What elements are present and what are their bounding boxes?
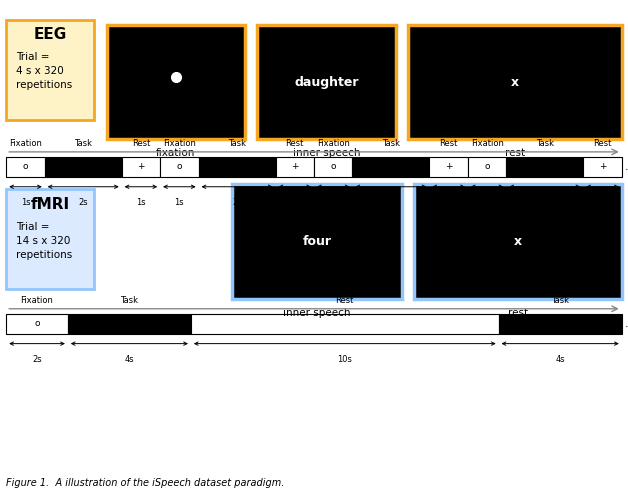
- Text: 1s: 1s: [290, 198, 300, 207]
- Bar: [6, 20, 94, 120]
- Bar: [6, 314, 68, 334]
- Bar: [232, 184, 402, 299]
- Text: Task: Task: [551, 296, 569, 305]
- Text: Task: Task: [536, 139, 554, 148]
- Text: Fixation: Fixation: [21, 296, 53, 305]
- Text: Rest: Rest: [335, 296, 354, 305]
- Bar: [191, 314, 499, 334]
- Text: Fixation: Fixation: [470, 139, 504, 148]
- Text: four: four: [303, 235, 332, 248]
- Text: rest: rest: [505, 148, 525, 158]
- Bar: [257, 25, 396, 139]
- Text: rest: rest: [508, 308, 528, 318]
- Text: fixation: fixation: [156, 148, 195, 158]
- Bar: [314, 157, 352, 177]
- Text: Task: Task: [74, 139, 92, 148]
- Text: o: o: [330, 162, 336, 171]
- Text: ...: ...: [625, 162, 628, 172]
- Bar: [408, 25, 622, 139]
- Text: Rest: Rest: [593, 139, 612, 148]
- Text: x: x: [511, 76, 519, 89]
- Bar: [352, 157, 430, 177]
- Text: Figure 1.  A illustration of the iSpeech dataset paradigm.: Figure 1. A illustration of the iSpeech …: [6, 478, 284, 488]
- Text: 1s: 1s: [482, 198, 492, 207]
- Text: 1s: 1s: [328, 198, 338, 207]
- Text: 1s: 1s: [21, 198, 30, 207]
- Text: Trial =
14 s x 320
repetitions: Trial = 14 s x 320 repetitions: [16, 222, 72, 259]
- Bar: [68, 314, 191, 334]
- Text: Task: Task: [121, 296, 138, 305]
- Text: o: o: [484, 162, 490, 171]
- Text: inner speech: inner speech: [293, 148, 360, 158]
- Bar: [45, 157, 122, 177]
- Text: Task: Task: [382, 139, 400, 148]
- Text: 2s: 2s: [32, 355, 42, 364]
- Bar: [6, 157, 45, 177]
- Text: +: +: [598, 162, 606, 171]
- Text: 1s: 1s: [598, 198, 607, 207]
- Text: inner speech: inner speech: [283, 308, 351, 318]
- Text: 4s: 4s: [555, 355, 565, 364]
- Text: 2s: 2s: [386, 198, 396, 207]
- Bar: [506, 157, 583, 177]
- Text: o: o: [23, 162, 28, 171]
- Text: Task: Task: [228, 139, 246, 148]
- Text: +: +: [291, 162, 298, 171]
- Bar: [122, 157, 160, 177]
- Text: 2s: 2s: [540, 198, 550, 207]
- Text: o: o: [35, 319, 40, 328]
- Text: +: +: [137, 162, 144, 171]
- Text: Trial =
4 s x 320
repetitions: Trial = 4 s x 320 repetitions: [16, 52, 72, 90]
- Text: 2s: 2s: [78, 198, 88, 207]
- Bar: [583, 157, 622, 177]
- Text: x: x: [514, 235, 522, 248]
- Text: 1s: 1s: [136, 198, 146, 207]
- Bar: [430, 157, 468, 177]
- Text: Rest: Rest: [440, 139, 458, 148]
- Text: daughter: daughter: [295, 76, 359, 89]
- Bar: [107, 25, 245, 139]
- Text: Fixation: Fixation: [9, 139, 42, 148]
- Bar: [276, 157, 314, 177]
- Bar: [198, 157, 276, 177]
- Text: Rest: Rest: [286, 139, 304, 148]
- Text: EEG: EEG: [34, 27, 67, 42]
- Text: o: o: [176, 162, 182, 171]
- Bar: [414, 184, 622, 299]
- Text: ...: ...: [625, 319, 628, 329]
- Text: 10s: 10s: [337, 355, 352, 364]
- Text: 4s: 4s: [124, 355, 134, 364]
- Text: Fixation: Fixation: [317, 139, 350, 148]
- Bar: [160, 157, 198, 177]
- Bar: [499, 314, 622, 334]
- Text: 1s: 1s: [444, 198, 453, 207]
- Text: 2s: 2s: [232, 198, 242, 207]
- Bar: [6, 189, 94, 289]
- Text: Rest: Rest: [132, 139, 150, 148]
- Text: Fixation: Fixation: [163, 139, 196, 148]
- Text: fMRI: fMRI: [31, 197, 70, 212]
- Text: 1s: 1s: [175, 198, 184, 207]
- Bar: [468, 157, 506, 177]
- Text: +: +: [445, 162, 452, 171]
